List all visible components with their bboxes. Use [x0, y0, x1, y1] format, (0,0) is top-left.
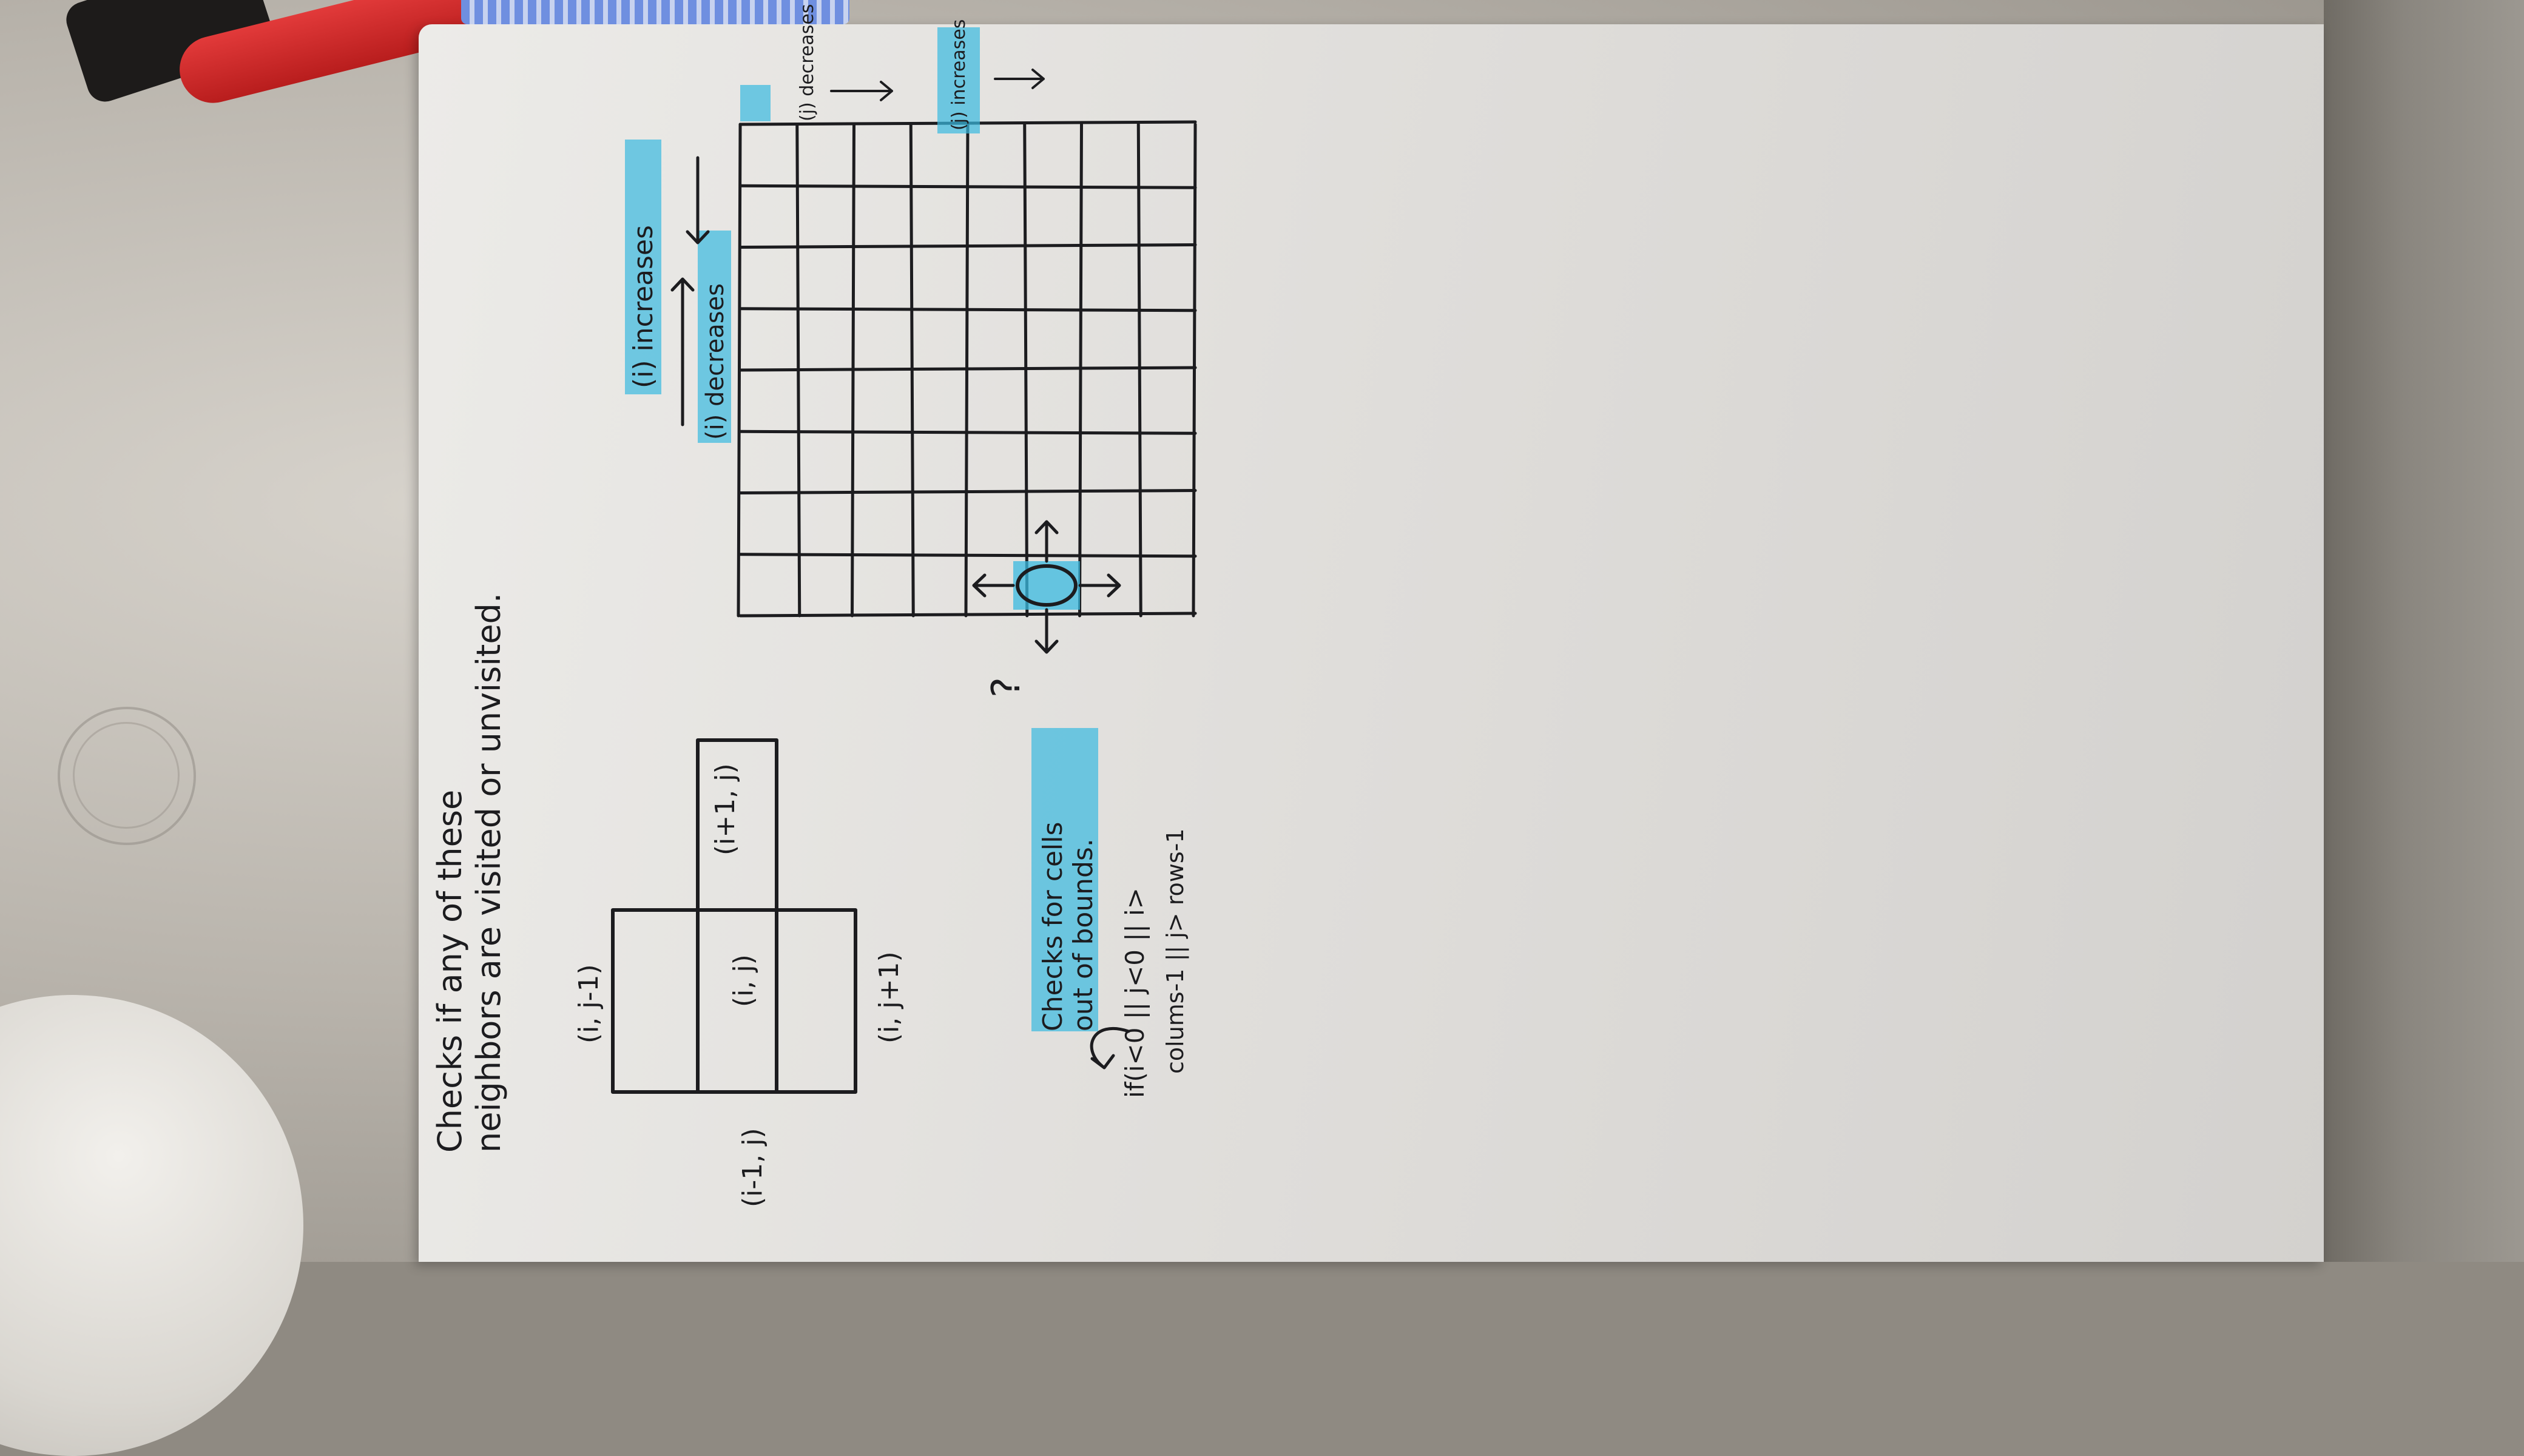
- arrow-j-decreases: [830, 81, 893, 101]
- bounds-notes: ? Checks for cells out of bounds. if(i<0…: [984, 677, 1189, 1098]
- cell-bottom-label: (i, j+1): [874, 951, 905, 1043]
- grid-drawing: [737, 120, 1197, 618]
- highlight-marker: [1013, 561, 1080, 610]
- grid-horizontal-line: [738, 553, 1197, 558]
- notebook-page: [419, 24, 2324, 1262]
- handwritten-notes: Checks if any of these neighbors are vis…: [431, 4, 1197, 1207]
- heading-line-1: Checks if any of these: [431, 790, 469, 1153]
- arrow-down: [1034, 608, 1059, 654]
- grid-vertical-line: [1192, 123, 1197, 618]
- current-cell-circle: [1016, 564, 1078, 607]
- j-decreases-label: (j) decreases: [797, 4, 818, 121]
- highlight-bounds-note: [1031, 728, 1098, 1031]
- arrow-i-decreases: [686, 156, 710, 244]
- cup-stain-inner-ring: [73, 722, 180, 829]
- highlight-i-decreases: [698, 231, 731, 443]
- cell-center-label: (i, j): [728, 954, 759, 1007]
- bounds-code-line-1: if(i<0 || j<0 || i>: [1120, 888, 1150, 1098]
- grid-horizontal-line: [738, 184, 1197, 189]
- question-mark: ?: [984, 677, 1029, 698]
- highlight-j-decreases: [740, 85, 771, 121]
- arrow-i-increases: [670, 277, 695, 426]
- j-direction-notes: (j) decreases (j) increases: [740, 4, 1045, 133]
- arrow-j-increases: [994, 69, 1045, 89]
- direction-arrows: [972, 520, 1121, 654]
- grid-vertical-line: [1078, 123, 1083, 618]
- bounds-code-line-2: colums-1 || j> rows-1: [1162, 828, 1189, 1074]
- cell-box-right: [775, 908, 857, 1094]
- cell-right-label: (i+1, j): [710, 763, 741, 855]
- arrow-right: [1078, 573, 1121, 598]
- grid-vertical-line: [1023, 123, 1029, 618]
- i-direction-notes: (i) increases (i) decreases: [625, 140, 731, 443]
- grid-horizontal-line: [738, 430, 1197, 435]
- grid-horizontal-line: [738, 366, 1197, 372]
- cup-stain-ring: [58, 707, 196, 845]
- current-cell-highlight: [1013, 561, 1080, 610]
- highlight-j-increases: [937, 27, 980, 133]
- j-increases-label: (j) increases: [948, 19, 970, 130]
- grid-horizontal-line: [738, 243, 1197, 249]
- i-increases-label: (i) increases: [628, 225, 659, 388]
- cell-box-left: [611, 908, 700, 1094]
- desk-edge: [2324, 0, 2524, 1262]
- bounds-note-line-2: out of bounds.: [1068, 838, 1099, 1031]
- i-decreases-label: (i) decreases: [701, 283, 729, 440]
- arrow-up: [1034, 520, 1059, 563]
- notebook-spiral: [461, 0, 849, 24]
- highlight-i-increases: [625, 140, 661, 394]
- heading-text: Checks if any of these neighbors are vis…: [431, 593, 508, 1153]
- grid-horizontal-line: [738, 307, 1197, 312]
- grid-horizontal-line: [738, 612, 1197, 618]
- neighbor-cross: [611, 738, 857, 1094]
- bounds-note-line-1: Checks for cells: [1038, 822, 1068, 1031]
- grid-horizontal-line: [738, 489, 1197, 494]
- bounds-curved-arrow: [1090, 1026, 1130, 1070]
- cell-top-label: (i, j-1): [573, 964, 604, 1043]
- heading-line-2: neighbors are visited or unvisited.: [470, 593, 508, 1153]
- cell-left-label: (i-1, j): [737, 1128, 768, 1207]
- grid-vertical-line: [1136, 123, 1142, 618]
- arrow-left: [972, 573, 1015, 598]
- cell-box-top: [696, 738, 778, 912]
